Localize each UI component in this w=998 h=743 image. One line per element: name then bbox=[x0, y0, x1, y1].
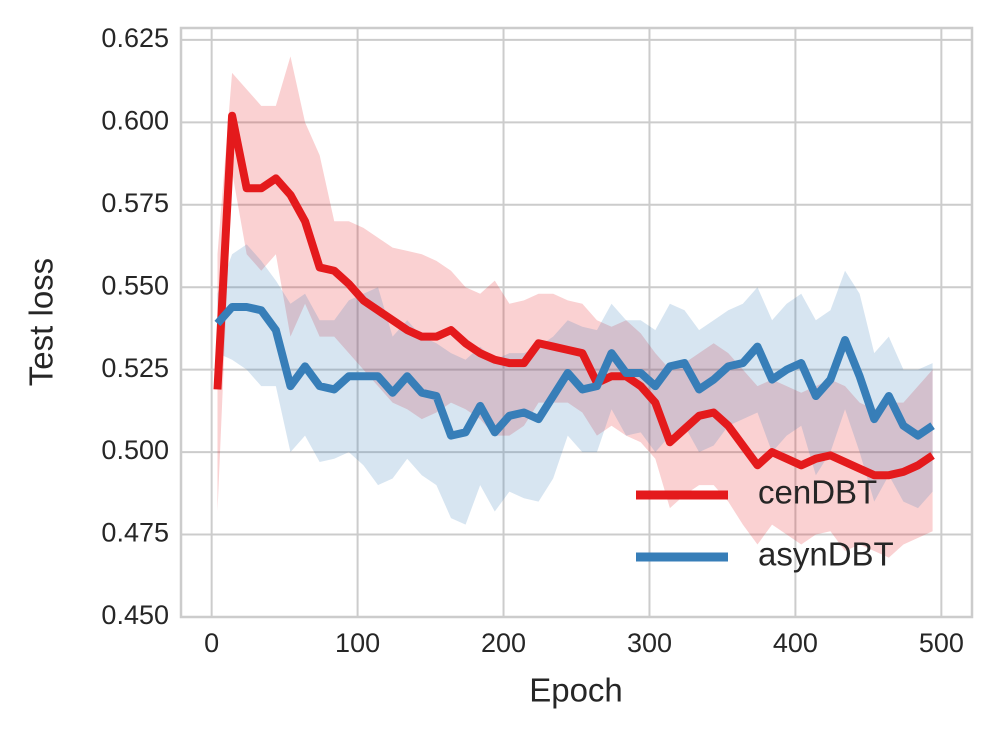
y-tick-label: 0.475 bbox=[101, 518, 169, 548]
y-axis-label: Test loss bbox=[23, 258, 60, 386]
x-tick-label: 0 bbox=[204, 628, 219, 658]
data-line bbox=[214, 303, 935, 440]
x-tick-label: 500 bbox=[919, 628, 964, 658]
legend-label: asynDBT bbox=[758, 536, 894, 573]
y-tick-label: 0.550 bbox=[101, 270, 169, 300]
plot-frame bbox=[179, 26, 974, 619]
y-tick-label: 0.525 bbox=[101, 353, 169, 383]
x-tick-label: 300 bbox=[627, 628, 672, 658]
data-line bbox=[213, 111, 935, 480]
y-tick-label: 0.575 bbox=[101, 188, 169, 218]
confidence-band bbox=[217, 56, 933, 558]
y-tick-label: 0.500 bbox=[101, 435, 169, 465]
y-tick-label: 0.600 bbox=[101, 105, 169, 135]
y-tick-label: 0.625 bbox=[101, 23, 169, 53]
legend-label: cenDBT bbox=[758, 474, 877, 511]
x-tick-label: 100 bbox=[335, 628, 380, 658]
x-tick-label: 400 bbox=[773, 628, 818, 658]
y-tick-label: 0.450 bbox=[101, 600, 169, 630]
x-tick-label: 200 bbox=[481, 628, 526, 658]
x-axis-label: Epoch bbox=[529, 672, 623, 709]
